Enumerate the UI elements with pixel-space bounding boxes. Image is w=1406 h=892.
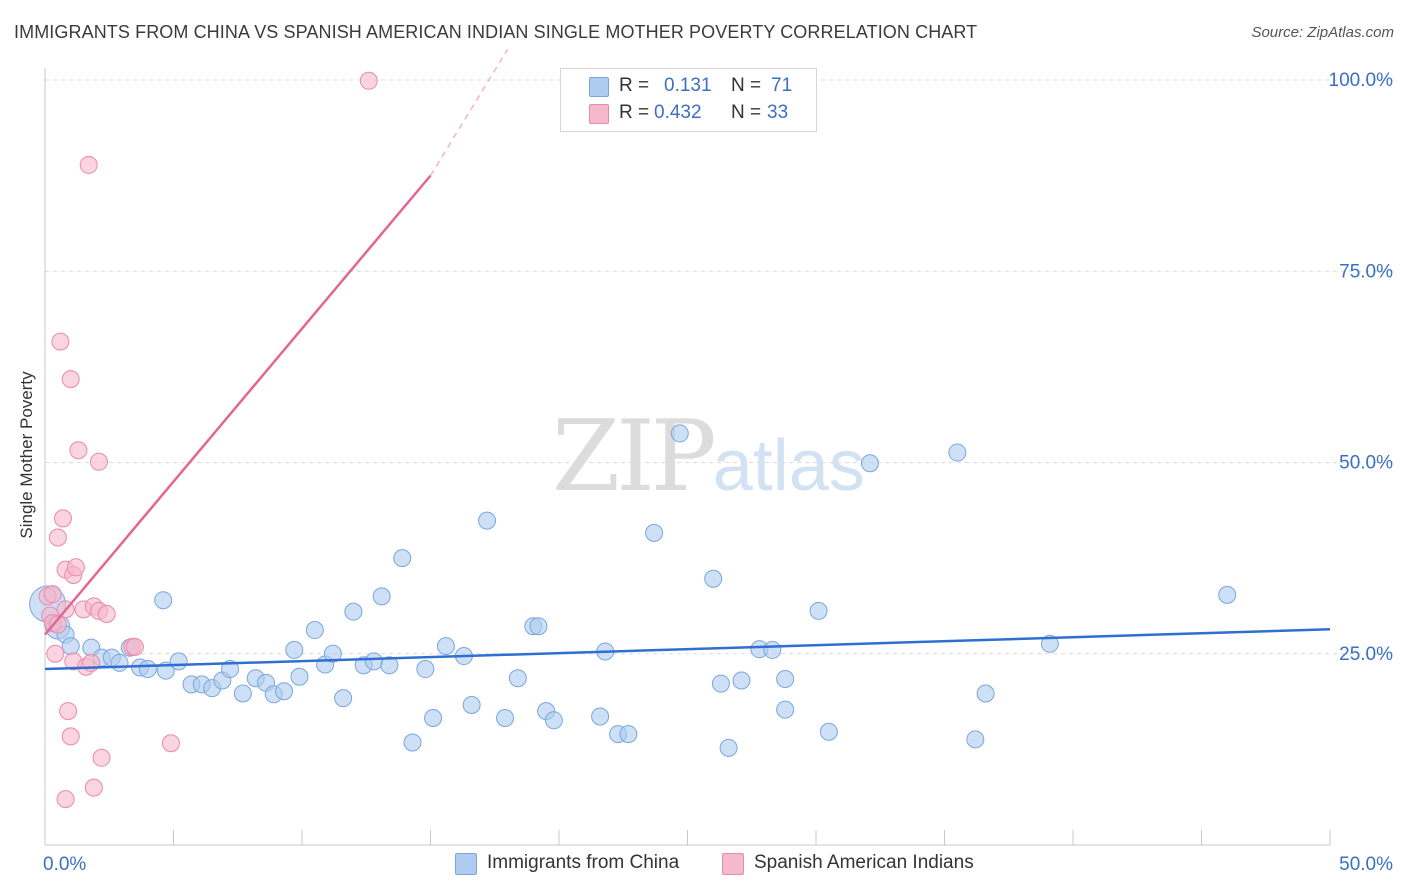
point-china bbox=[591, 707, 610, 726]
point-spanish bbox=[59, 702, 78, 721]
point-china bbox=[305, 621, 324, 640]
chart-title: IMMIGRANTS FROM CHINA VS SPANISH AMERICA… bbox=[14, 22, 978, 42]
point-china bbox=[344, 602, 363, 621]
point-china bbox=[966, 730, 985, 749]
legend-n-label: N = bbox=[731, 75, 762, 96]
point-china bbox=[462, 696, 481, 715]
watermark: ZIPatlas bbox=[552, 400, 865, 514]
watermark-atlas: atlas bbox=[712, 426, 865, 506]
point-china bbox=[290, 667, 309, 686]
point-spanish bbox=[359, 71, 378, 90]
legend-r-value-spanish: 0.432 bbox=[654, 102, 702, 123]
point-spanish bbox=[69, 441, 88, 460]
bottom-legend-swatch-spanish bbox=[722, 853, 744, 875]
point-china bbox=[1218, 585, 1237, 604]
point-china bbox=[110, 653, 129, 672]
point-china bbox=[416, 660, 435, 679]
point-china bbox=[154, 591, 173, 610]
point-spanish bbox=[43, 585, 62, 604]
point-china bbox=[285, 640, 304, 659]
point-spanish bbox=[61, 727, 80, 746]
point-spanish bbox=[97, 604, 116, 623]
point-china bbox=[334, 689, 353, 708]
trendline-spanish-extension bbox=[429, 49, 509, 177]
point-china bbox=[496, 709, 515, 728]
point-china bbox=[393, 549, 412, 568]
bottom-legend-swatch-china bbox=[455, 853, 477, 875]
point-china bbox=[138, 660, 157, 679]
point-spanish bbox=[56, 790, 75, 809]
watermark-zip: ZIP bbox=[552, 400, 717, 514]
point-china bbox=[544, 711, 563, 730]
legend-r-label: R = bbox=[619, 102, 650, 123]
point-spanish bbox=[89, 452, 108, 471]
point-china bbox=[221, 660, 240, 679]
point-spanish bbox=[48, 615, 67, 634]
point-spanish bbox=[66, 558, 85, 577]
point-china bbox=[776, 669, 795, 688]
point-spanish bbox=[125, 637, 144, 656]
point-china bbox=[819, 722, 838, 741]
point-spanish bbox=[61, 370, 80, 389]
point-china bbox=[372, 587, 391, 606]
x-tick-label: 50.0% bbox=[1339, 854, 1393, 875]
source-credit: Source: ZipAtlas.com bbox=[1251, 24, 1394, 41]
point-china bbox=[233, 684, 252, 703]
bottom-legend-label-spanish: Spanish American Indians bbox=[754, 852, 974, 873]
y-tick-label: 75.0% bbox=[1339, 261, 1393, 282]
stats-legend: R = 0.131 N = 71 R = 0.432 N = 33 bbox=[560, 68, 817, 132]
bottom-legend-label-china: Immigrants from China bbox=[487, 852, 680, 873]
point-china bbox=[508, 669, 527, 688]
point-china bbox=[719, 738, 738, 757]
point-china bbox=[169, 652, 188, 671]
legend-n-value-china: 71 bbox=[771, 75, 793, 96]
point-china bbox=[323, 644, 342, 663]
point-spanish bbox=[84, 778, 103, 797]
point-spanish bbox=[161, 734, 180, 753]
point-china bbox=[380, 656, 399, 675]
point-spanish bbox=[51, 332, 70, 351]
point-china bbox=[976, 684, 995, 703]
point-spanish bbox=[53, 509, 72, 528]
point-china bbox=[948, 443, 967, 462]
legend-swatch-spanish bbox=[589, 104, 609, 124]
point-spanish bbox=[79, 155, 98, 174]
point-china bbox=[403, 733, 422, 752]
point-china bbox=[704, 569, 723, 588]
point-china bbox=[529, 617, 548, 636]
point-spanish bbox=[92, 748, 111, 767]
legend-swatch-china bbox=[589, 77, 609, 97]
point-china bbox=[436, 637, 455, 656]
y-tick-label: 50.0% bbox=[1339, 453, 1393, 474]
legend-r-value-china: 0.131 bbox=[664, 75, 712, 96]
point-china bbox=[619, 725, 638, 744]
point-china bbox=[809, 601, 828, 620]
point-china bbox=[645, 523, 664, 542]
legend-r-label: R = bbox=[619, 75, 650, 96]
point-spanish bbox=[46, 644, 65, 663]
point-china bbox=[364, 652, 383, 671]
point-china bbox=[275, 682, 294, 701]
point-china bbox=[670, 424, 689, 443]
legend-n-label: N = bbox=[731, 102, 762, 123]
point-china bbox=[61, 637, 80, 656]
point-china bbox=[732, 671, 751, 690]
y-tick-label: 25.0% bbox=[1339, 644, 1393, 665]
point-china bbox=[1040, 634, 1059, 653]
y-axis-label: Single Mother Poverty bbox=[17, 371, 36, 539]
legend-n-value-spanish: 33 bbox=[767, 102, 789, 123]
point-spanish bbox=[48, 528, 67, 547]
point-china bbox=[776, 700, 795, 719]
point-china bbox=[424, 709, 443, 728]
trendline-china bbox=[44, 628, 1331, 671]
y-tick-label: 100.0% bbox=[1329, 70, 1394, 91]
point-china bbox=[711, 674, 730, 693]
x-tick-label: 0.0% bbox=[43, 854, 86, 875]
point-china bbox=[860, 454, 879, 473]
trendline-spanish bbox=[44, 174, 432, 636]
point-china bbox=[763, 640, 782, 659]
point-china bbox=[478, 511, 497, 530]
